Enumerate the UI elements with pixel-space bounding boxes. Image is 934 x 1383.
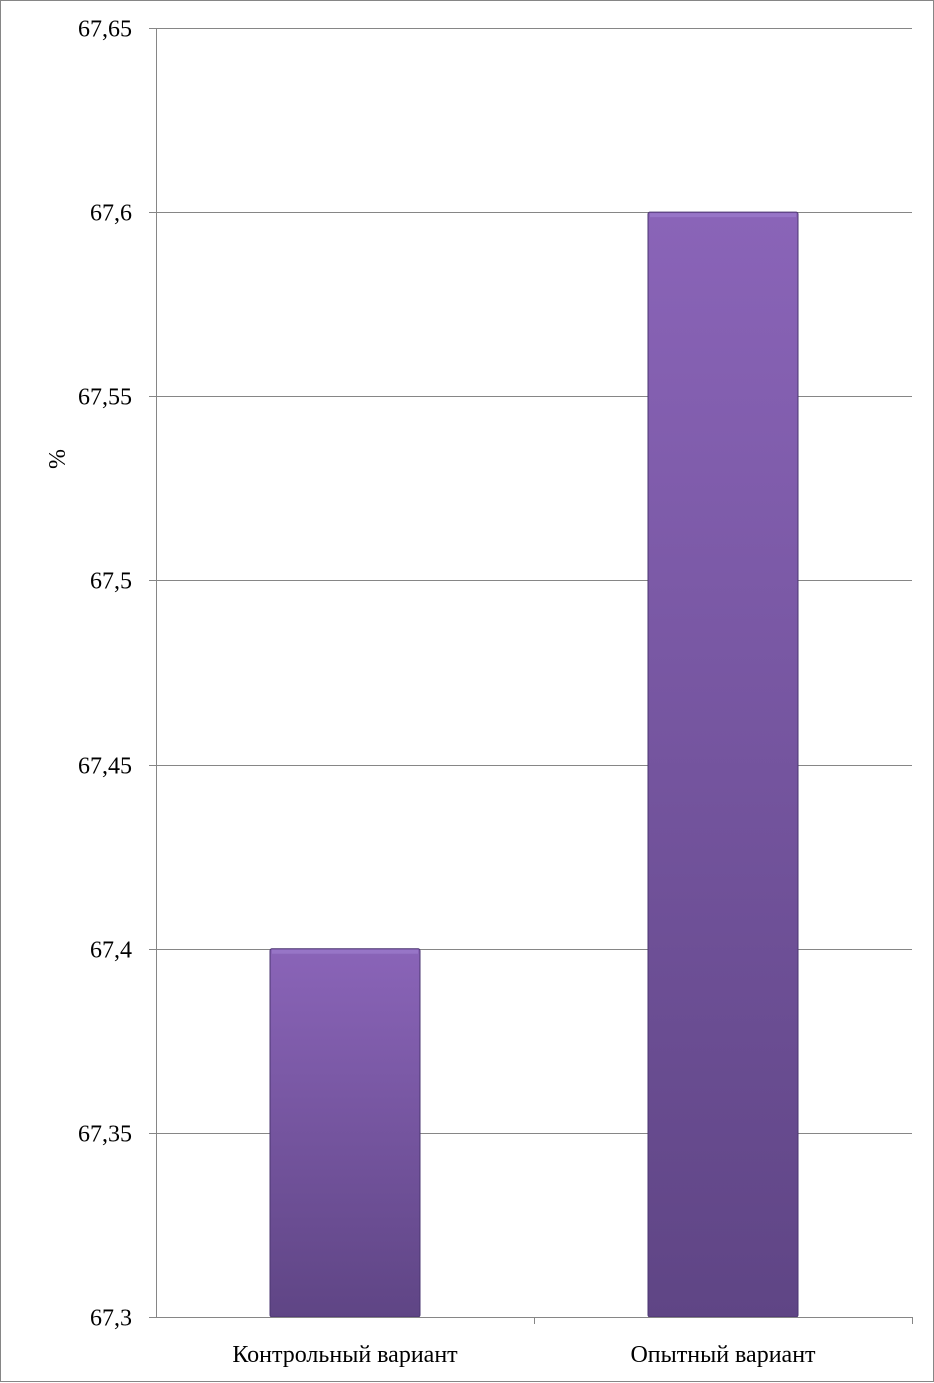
- axes: [149, 28, 913, 1324]
- x-category-label: Контрольный вариант: [232, 1342, 458, 1368]
- bar-highlight: [650, 213, 796, 218]
- y-tick-label: 67,5: [90, 569, 132, 595]
- labels: 67,3 67,35 67,4 67,45 67,5 67,55 67,6 67,65 Конт…: [78, 17, 816, 1369]
- y-axis-title: %: [45, 449, 71, 469]
- y-tick-label: 67,6: [90, 201, 132, 227]
- bar-highlight: [272, 949, 418, 954]
- bar: [647, 211, 799, 1318]
- bars: [269, 211, 799, 1318]
- y-tick-label: 67,55: [78, 385, 132, 411]
- y-tick-label: 67,4: [90, 938, 132, 964]
- y-tick-label: 67,3: [90, 1306, 132, 1332]
- x-category-label: Опытный вариант: [630, 1342, 816, 1368]
- gridlines: [156, 28, 912, 1134]
- y-tick-label: 67,35: [78, 1122, 132, 1148]
- y-tick-label: 67,65: [78, 17, 132, 43]
- y-tick-label: 67,45: [78, 754, 132, 780]
- bar: [269, 948, 421, 1318]
